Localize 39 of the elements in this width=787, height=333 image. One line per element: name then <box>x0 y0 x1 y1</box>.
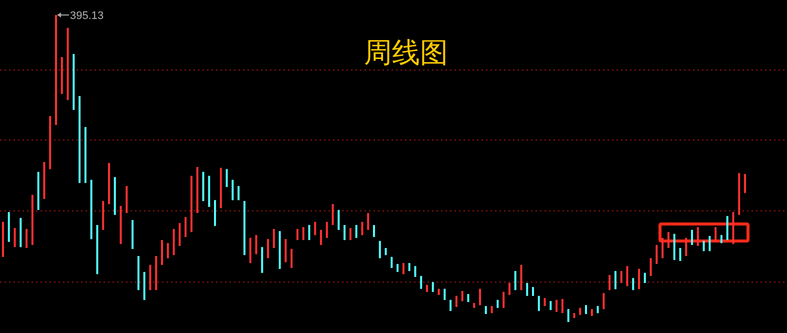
candlestick <box>255 234 258 255</box>
candlestick <box>332 204 334 226</box>
candlestick <box>226 168 228 188</box>
candlestick <box>708 236 711 252</box>
candlestick <box>508 282 510 296</box>
candlestick <box>685 237 688 256</box>
candlestick <box>538 295 540 312</box>
candlestick <box>714 226 717 242</box>
candlestick <box>184 216 187 238</box>
candlestick <box>14 228 16 248</box>
candlestick <box>502 291 505 308</box>
candlestick <box>414 266 416 278</box>
candlestick <box>514 270 516 291</box>
candlestick <box>626 266 628 287</box>
candlestick <box>284 238 287 263</box>
candlestick <box>650 258 652 276</box>
candlestick <box>667 232 670 249</box>
candlestick <box>726 216 728 241</box>
candlestick <box>326 221 328 238</box>
candlestick <box>367 212 370 230</box>
candlestick <box>166 242 169 259</box>
text: 周线图 <box>364 36 448 69</box>
candlestick <box>238 186 240 201</box>
candlestick <box>602 292 605 310</box>
candlestick <box>696 226 699 246</box>
candlestick <box>178 222 181 246</box>
candlestick <box>338 209 340 230</box>
annotation: 395.13 <box>70 10 104 22</box>
candlestick <box>526 282 528 296</box>
candlestick <box>302 226 304 241</box>
candlestick <box>567 308 570 322</box>
candlestick <box>614 270 616 290</box>
candlestick <box>679 248 682 262</box>
candlestick <box>290 248 293 268</box>
candlestick <box>432 282 434 292</box>
candlestick <box>355 224 358 238</box>
candlestick <box>420 275 422 290</box>
candlestick <box>608 274 611 291</box>
candlestick <box>656 244 658 264</box>
